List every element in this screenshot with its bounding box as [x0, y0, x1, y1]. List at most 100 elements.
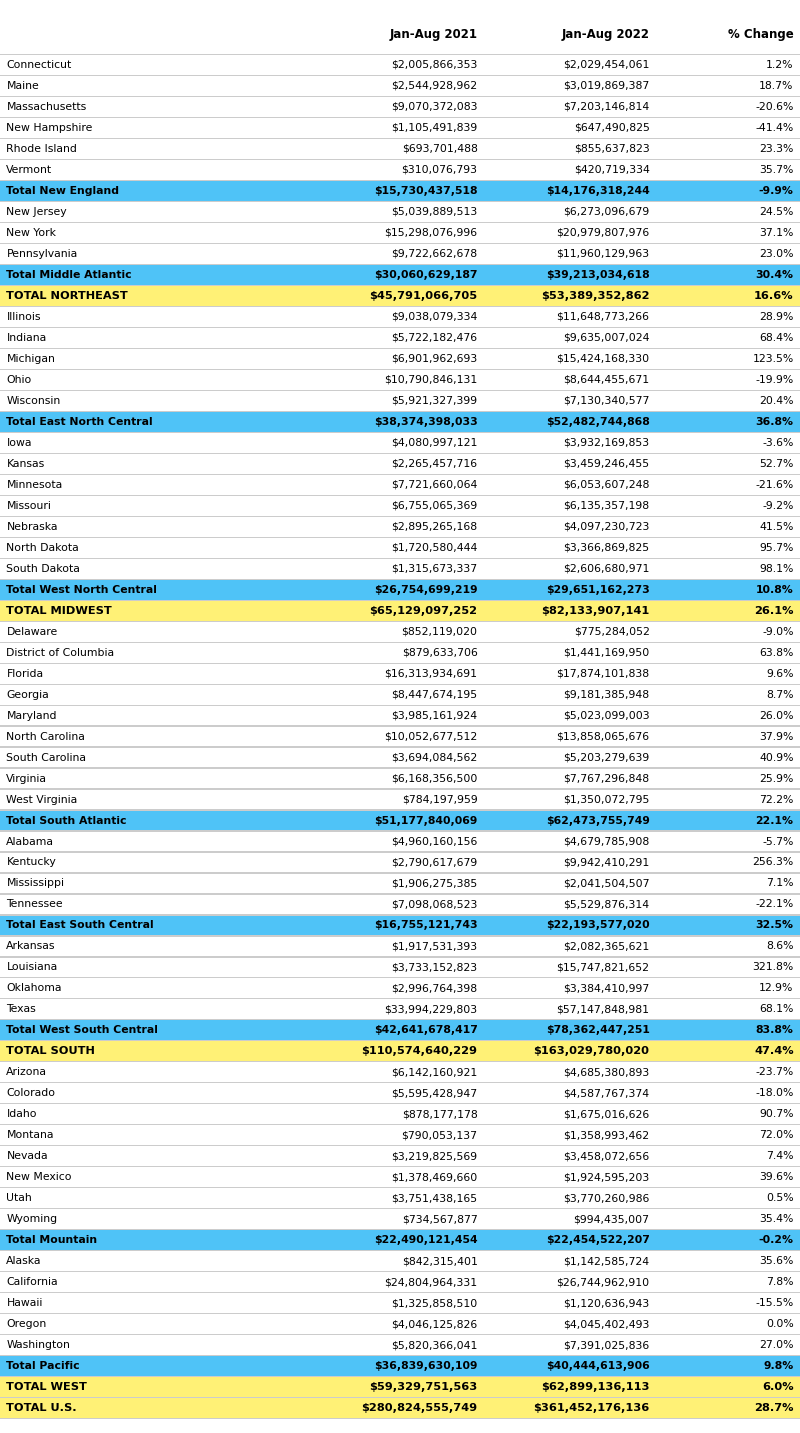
- Text: -0.2%: -0.2%: [758, 1235, 794, 1245]
- Text: $163,029,780,020: $163,029,780,020: [534, 1046, 650, 1056]
- Text: $852,119,020: $852,119,020: [402, 626, 478, 636]
- Bar: [0, 139, 800, 159]
- Text: South Carolina: South Carolina: [6, 752, 86, 762]
- Text: $2,005,866,353: $2,005,866,353: [391, 60, 478, 70]
- Text: $9,942,410,291: $9,942,410,291: [563, 857, 650, 867]
- Text: 12.9%: 12.9%: [759, 983, 794, 993]
- Text: $16,313,934,691: $16,313,934,691: [385, 669, 478, 679]
- Text: -9.0%: -9.0%: [762, 626, 794, 636]
- Text: 36.8%: 36.8%: [755, 417, 794, 427]
- Text: 35.7%: 35.7%: [759, 165, 794, 175]
- Text: 7.8%: 7.8%: [766, 1277, 794, 1287]
- Text: TOTAL MIDWEST: TOTAL MIDWEST: [6, 606, 112, 616]
- Text: Iowa: Iowa: [6, 437, 32, 447]
- Text: TOTAL WEST: TOTAL WEST: [6, 1383, 87, 1393]
- Text: Arkansas: Arkansas: [6, 941, 56, 952]
- Text: $53,389,352,862: $53,389,352,862: [541, 291, 650, 301]
- Text: $40,444,613,906: $40,444,613,906: [546, 1361, 650, 1371]
- Text: 72.2%: 72.2%: [759, 794, 794, 804]
- Bar: [0, 222, 800, 244]
- Text: Washington: Washington: [6, 1340, 70, 1350]
- Text: $1,720,580,444: $1,720,580,444: [391, 543, 478, 553]
- Text: $51,177,840,069: $51,177,840,069: [374, 815, 478, 825]
- Text: 123.5%: 123.5%: [752, 354, 794, 364]
- Text: Alaska: Alaska: [6, 1257, 42, 1267]
- Text: Texas: Texas: [6, 1005, 36, 1015]
- Text: $3,751,438,165: $3,751,438,165: [391, 1194, 478, 1204]
- Bar: [0, 559, 800, 579]
- Text: -15.5%: -15.5%: [755, 1298, 794, 1308]
- Text: 256.3%: 256.3%: [752, 857, 794, 867]
- Text: $7,203,146,814: $7,203,146,814: [563, 102, 650, 112]
- Text: $3,694,084,562: $3,694,084,562: [391, 752, 478, 762]
- Text: 18.7%: 18.7%: [759, 80, 794, 90]
- Text: -5.7%: -5.7%: [762, 837, 794, 847]
- Text: $8,447,674,195: $8,447,674,195: [391, 689, 478, 699]
- Text: -41.4%: -41.4%: [755, 123, 794, 133]
- Bar: [0, 1314, 800, 1334]
- Text: $26,754,699,219: $26,754,699,219: [374, 585, 478, 595]
- Text: $3,733,152,823: $3,733,152,823: [391, 963, 478, 973]
- Text: 8.6%: 8.6%: [766, 941, 794, 952]
- Bar: [0, 705, 800, 727]
- Text: $11,648,773,266: $11,648,773,266: [557, 312, 650, 322]
- Text: $784,197,959: $784,197,959: [402, 794, 478, 804]
- Bar: [0, 537, 800, 559]
- Text: New Hampshire: New Hampshire: [6, 123, 93, 133]
- Bar: [0, 684, 800, 705]
- Text: $13,858,065,676: $13,858,065,676: [557, 732, 650, 741]
- Text: $1,105,491,839: $1,105,491,839: [391, 123, 478, 133]
- Bar: [0, 285, 800, 307]
- Bar: [0, 790, 800, 810]
- Text: Total West South Central: Total West South Central: [6, 1026, 158, 1036]
- Text: $82,133,907,141: $82,133,907,141: [542, 606, 650, 616]
- Text: Massachusetts: Massachusetts: [6, 102, 86, 112]
- Text: -18.0%: -18.0%: [755, 1088, 794, 1098]
- Text: TOTAL U.S.: TOTAL U.S.: [6, 1403, 77, 1413]
- Text: Nebraska: Nebraska: [6, 522, 58, 532]
- Text: $842,315,401: $842,315,401: [402, 1257, 478, 1267]
- Text: $2,082,365,621: $2,082,365,621: [563, 941, 650, 952]
- Text: District of Columbia: District of Columbia: [6, 648, 114, 658]
- Text: $3,932,169,853: $3,932,169,853: [563, 437, 650, 447]
- Text: Virginia: Virginia: [6, 774, 47, 784]
- Text: Rhode Island: Rhode Island: [6, 143, 78, 153]
- Text: -21.6%: -21.6%: [755, 480, 794, 490]
- Text: $30,060,629,187: $30,060,629,187: [374, 269, 478, 279]
- Bar: [0, 1040, 800, 1062]
- Text: $6,755,065,369: $6,755,065,369: [391, 500, 478, 510]
- Bar: [0, 977, 800, 999]
- Text: $57,147,848,981: $57,147,848,981: [557, 1005, 650, 1015]
- Text: $4,587,767,374: $4,587,767,374: [563, 1088, 650, 1098]
- Text: -3.6%: -3.6%: [762, 437, 794, 447]
- Text: $361,452,176,136: $361,452,176,136: [534, 1403, 650, 1413]
- Text: $62,899,136,113: $62,899,136,113: [541, 1383, 650, 1393]
- Text: 35.6%: 35.6%: [759, 1257, 794, 1267]
- Text: 321.8%: 321.8%: [752, 963, 794, 973]
- Bar: [0, 1334, 800, 1356]
- Text: $6,273,096,679: $6,273,096,679: [563, 206, 650, 216]
- Text: -9.9%: -9.9%: [758, 186, 794, 196]
- Bar: [0, 1062, 800, 1083]
- Text: $6,142,160,921: $6,142,160,921: [391, 1068, 478, 1078]
- Text: $734,567,877: $734,567,877: [402, 1214, 478, 1224]
- Text: $26,744,962,910: $26,744,962,910: [557, 1277, 650, 1287]
- Text: Oklahoma: Oklahoma: [6, 983, 62, 993]
- Text: $6,135,357,198: $6,135,357,198: [563, 500, 650, 510]
- Text: $110,574,640,229: $110,574,640,229: [362, 1046, 478, 1056]
- Text: 41.5%: 41.5%: [759, 522, 794, 532]
- Bar: [0, 453, 800, 474]
- Text: $29,651,162,273: $29,651,162,273: [546, 585, 650, 595]
- Text: Wisconsin: Wisconsin: [6, 396, 61, 406]
- Bar: [0, 516, 800, 537]
- Bar: [0, 264, 800, 285]
- Bar: [0, 1083, 800, 1103]
- Text: Total South Atlantic: Total South Atlantic: [6, 815, 127, 825]
- Bar: [0, 411, 800, 433]
- Text: $7,767,296,848: $7,767,296,848: [563, 774, 650, 784]
- Text: $62,473,755,749: $62,473,755,749: [546, 815, 650, 825]
- Text: Delaware: Delaware: [6, 626, 58, 636]
- Text: $8,644,455,671: $8,644,455,671: [563, 375, 650, 385]
- Text: 7.1%: 7.1%: [766, 878, 794, 888]
- Bar: [0, 348, 800, 370]
